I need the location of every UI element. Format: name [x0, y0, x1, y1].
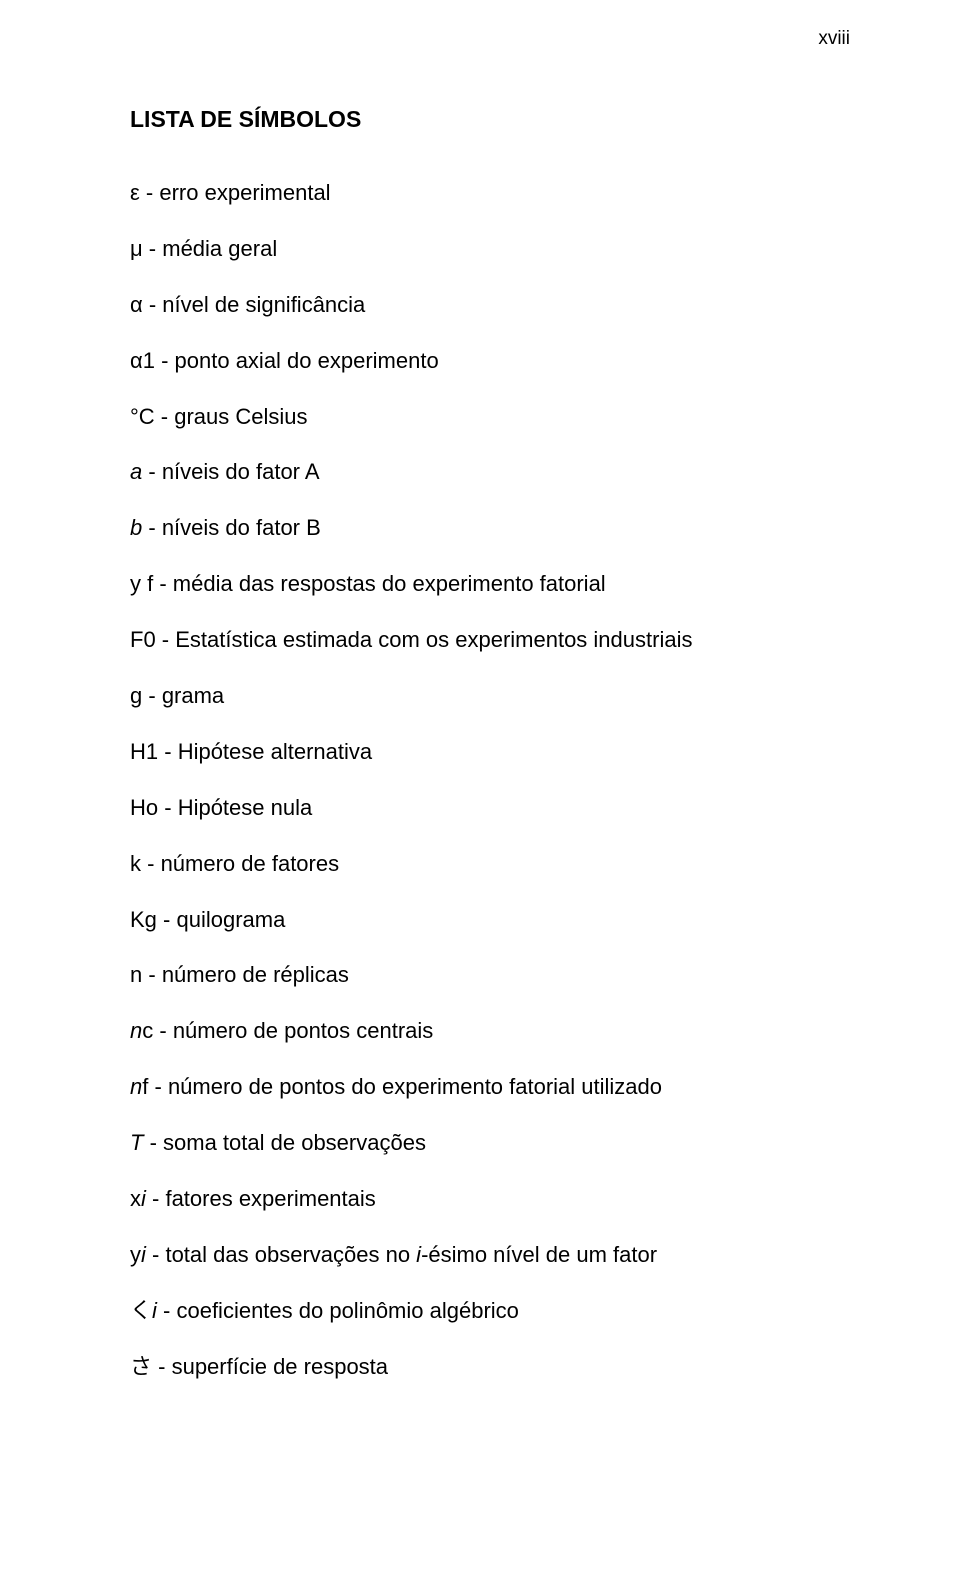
- separator: -: [143, 1130, 163, 1155]
- separator: -: [140, 180, 160, 205]
- separator: -: [141, 851, 161, 876]
- symbol: Ho: [130, 795, 158, 820]
- symbol: b: [130, 515, 142, 540]
- symbol: a: [130, 459, 142, 484]
- symbol-entry: α1 - ponto axial do experimento: [130, 345, 850, 377]
- symbol-entry: yi - total das observações no i-ésimo ní…: [130, 1239, 850, 1271]
- symbol-description: ponto axial do experimento: [175, 348, 439, 373]
- separator: -: [155, 348, 175, 373]
- document-page: xviii LISTA DE SÍMBOLOS ε - erro experim…: [0, 0, 960, 1574]
- symbol-entry: n - número de réplicas: [130, 959, 850, 991]
- separator: -: [157, 907, 177, 932]
- separator: -: [158, 739, 178, 764]
- symbol-description: número de pontos do experimento fatorial…: [168, 1074, 662, 1099]
- separator: -: [143, 236, 163, 261]
- symbol-description: média das respostas do experimento fator…: [173, 571, 606, 596]
- symbol: °C: [130, 404, 155, 429]
- symbol-entry: ε - erro experimental: [130, 177, 850, 209]
- symbol-entry: b - níveis do fator B: [130, 512, 850, 544]
- symbol: Kg: [130, 907, 157, 932]
- symbol: nf: [130, 1074, 148, 1099]
- symbol: nc: [130, 1018, 153, 1043]
- symbol-description: níveis do fator B: [162, 515, 321, 540]
- separator: -: [142, 515, 162, 540]
- symbol-description: graus Celsius: [174, 404, 307, 429]
- separator: -: [153, 571, 173, 596]
- symbol-entry: k - número de fatores: [130, 848, 850, 880]
- separator: -: [146, 1242, 166, 1267]
- symbol: H1: [130, 739, 158, 764]
- symbol: y f: [130, 571, 153, 596]
- symbol: ε: [130, 180, 140, 205]
- separator: -: [142, 962, 162, 987]
- symbol-description: coeficientes do polinômio algébrico: [176, 1298, 518, 1323]
- symbol-entry: さ - superfície de resposta: [130, 1351, 850, 1383]
- separator: -: [142, 683, 162, 708]
- separator: -: [148, 1074, 168, 1099]
- symbol: F0: [130, 627, 156, 652]
- separator: -: [152, 1354, 172, 1379]
- symbol: g: [130, 683, 142, 708]
- symbol-description: grama: [162, 683, 224, 708]
- symbol-entry: y f - média das respostas do experimento…: [130, 568, 850, 600]
- separator: -: [158, 795, 178, 820]
- symbol-description: Hipótese alternativa: [178, 739, 372, 764]
- symbol: μ: [130, 236, 143, 261]
- symbol-entry: xi - fatores experimentais: [130, 1183, 850, 1215]
- symbol: α1: [130, 348, 155, 373]
- page-number: xviii: [818, 28, 850, 50]
- symbol-description: total das observações no i-ésimo nível d…: [165, 1242, 657, 1267]
- symbol-entry: H1 - Hipótese alternativa: [130, 736, 850, 768]
- separator: -: [146, 1186, 166, 1211]
- symbol-entry: nf - número de pontos do experimento fat…: [130, 1071, 850, 1103]
- symbol-entry: °C - graus Celsius: [130, 401, 850, 433]
- separator: -: [157, 1298, 177, 1323]
- symbol-entry: α - nível de significância: [130, 289, 850, 321]
- symbol: yi: [130, 1242, 146, 1267]
- symbol-description: soma total de observações: [163, 1130, 426, 1155]
- symbol-entry: a - níveis do fator A: [130, 456, 850, 488]
- symbol-description: média geral: [162, 236, 277, 261]
- symbol-entry: g - grama: [130, 680, 850, 712]
- symbol: n: [130, 962, 142, 987]
- symbol-description: Hipótese nula: [178, 795, 313, 820]
- symbol: T: [130, 1130, 143, 1155]
- separator: -: [142, 459, 162, 484]
- symbol-description: níveis do fator A: [162, 459, 320, 484]
- symbol-description: número de pontos centrais: [173, 1018, 434, 1043]
- symbol-entry: T - soma total de observações: [130, 1127, 850, 1159]
- symbol-description: número de réplicas: [162, 962, 349, 987]
- symbol-description: fatores experimentais: [165, 1186, 375, 1211]
- symbol: さ: [130, 1354, 152, 1379]
- symbol: くi: [130, 1298, 157, 1323]
- symbol-entry: μ - média geral: [130, 233, 850, 265]
- symbol-description: superfície de resposta: [172, 1354, 388, 1379]
- symbol-description: número de fatores: [161, 851, 340, 876]
- symbol: α: [130, 292, 143, 317]
- separator: -: [156, 627, 176, 652]
- symbol-entry: Kg - quilograma: [130, 904, 850, 936]
- symbol-description: quilograma: [176, 907, 285, 932]
- symbol-list: ε - erro experimental μ - média geral α - …: [130, 177, 850, 1383]
- symbol: xi: [130, 1186, 146, 1211]
- separator: -: [155, 404, 175, 429]
- symbol-entry: nc - número de pontos centrais: [130, 1015, 850, 1047]
- symbol: k: [130, 851, 141, 876]
- symbol-description: Estatística estimada com os experimentos…: [175, 627, 692, 652]
- separator: -: [143, 292, 163, 317]
- list-heading: LISTA DE SÍMBOLOS: [130, 106, 850, 133]
- symbol-entry: くi - coeficientes do polinômio algébrico: [130, 1295, 850, 1327]
- symbol-entry: Ho - Hipótese nula: [130, 792, 850, 824]
- separator: -: [153, 1018, 173, 1043]
- symbol-entry: F0 - Estatística estimada com os experim…: [130, 624, 850, 656]
- symbol-description: erro experimental: [159, 180, 330, 205]
- symbol-description: nível de significância: [162, 292, 365, 317]
